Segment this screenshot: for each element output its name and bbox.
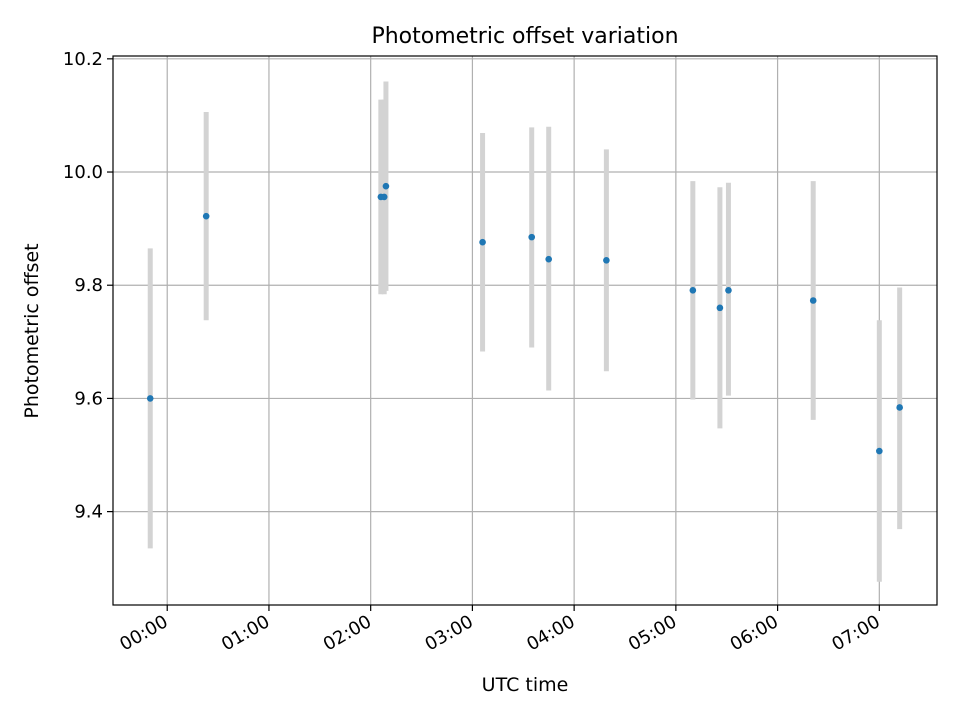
x-axis-label: UTC time xyxy=(482,674,569,696)
data-point xyxy=(479,238,486,246)
data-point xyxy=(876,447,883,455)
data-point xyxy=(146,395,154,402)
y-tick-label: 9.6 xyxy=(74,388,103,409)
data-point xyxy=(725,287,732,294)
y-axis-label: Photometric offset xyxy=(21,243,43,418)
y-axis-ticks: 9.4 9.6 9.8 10.0 10.2 xyxy=(63,49,113,523)
data-point xyxy=(202,212,210,220)
plot-frame xyxy=(112,55,938,606)
chart-title: Photometric offset variation xyxy=(371,24,678,49)
y-tick-label: 10.2 xyxy=(63,49,103,70)
data-point xyxy=(809,297,817,304)
data-point xyxy=(603,257,610,264)
data-points xyxy=(146,182,903,455)
data-point xyxy=(896,404,903,411)
y-tick-label: 9.4 xyxy=(74,502,103,523)
grid-lines xyxy=(113,56,937,605)
data-point xyxy=(689,287,697,294)
data-point xyxy=(716,304,724,312)
data-point xyxy=(545,255,553,263)
data-point xyxy=(382,182,390,190)
data-point xyxy=(380,193,388,201)
y-tick-label: 10.0 xyxy=(63,162,103,183)
data-point xyxy=(528,233,536,241)
y-tick-label: 9.8 xyxy=(74,275,103,296)
